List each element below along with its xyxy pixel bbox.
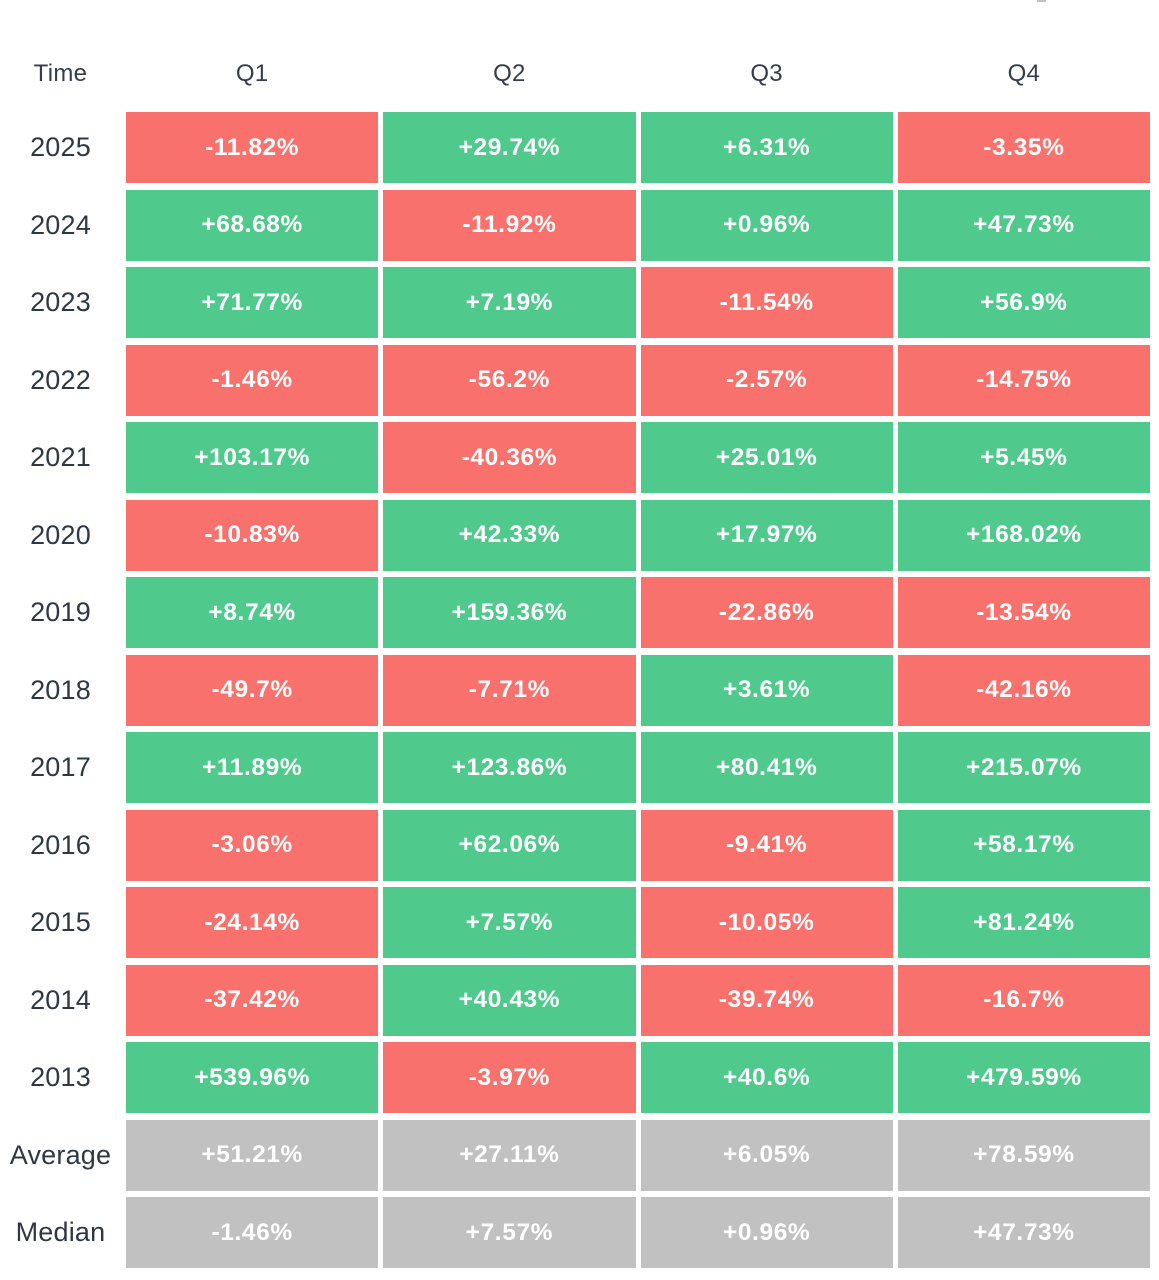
table-row-2020: 2020 -10.83% +42.33% +17.97% +168.02% bbox=[0, 499, 1150, 571]
return-cell: +25.01% bbox=[640, 422, 893, 493]
return-cell: +40.43% bbox=[383, 964, 636, 1036]
return-cell: +103.17% bbox=[126, 422, 379, 493]
header-q3-label: Q3 bbox=[750, 60, 783, 87]
return-cell: -40.36% bbox=[383, 422, 636, 493]
return-cell: -11.92% bbox=[383, 189, 636, 261]
return-cell: +3.61% bbox=[640, 654, 893, 726]
return-cell: -56.2% bbox=[383, 344, 636, 416]
return-cell: -37.42% bbox=[126, 964, 379, 1036]
row-label: 2014 bbox=[30, 984, 91, 1015]
return-cell: -49.7% bbox=[126, 654, 379, 726]
return-cell: +81.24% bbox=[897, 887, 1150, 958]
return-cell: +27.11% bbox=[383, 1119, 636, 1191]
return-cell: -10.83% bbox=[126, 499, 379, 571]
table-body: 2025 -11.82% +29.74% +6.31% -3.35% 2024 +68.68… bbox=[0, 112, 1150, 1268]
row-label: 2013 bbox=[30, 1062, 91, 1092]
return-cell: +7.57% bbox=[383, 887, 636, 958]
table-row-2018: 2018 -49.7% -7.71% +3.61% -42.16% bbox=[0, 654, 1150, 726]
return-cell: -9.41% bbox=[640, 809, 893, 881]
row-label: 2015 bbox=[30, 907, 91, 937]
table-row-2021: 2021 +103.17% -40.36% +25.01% +5.45% bbox=[0, 422, 1150, 493]
table-row-2016: 2016 -3.06% +62.06% -9.41% +58.17% bbox=[0, 809, 1150, 881]
return-cell: +215.07% bbox=[897, 732, 1150, 803]
return-cell: -1.46% bbox=[126, 1197, 379, 1268]
return-cell: -7.71% bbox=[383, 654, 636, 726]
return-cell: -11.82% bbox=[126, 112, 379, 183]
table-row-2019: 2019 +8.74% +159.36% -22.86% -13.54% bbox=[0, 577, 1150, 648]
cutoff-scroll-artifact bbox=[1037, 0, 1046, 2]
return-cell: -13.54% bbox=[897, 577, 1150, 648]
quarterly-returns-table: Time Q1 Q2 Q3 Q4 2025 -11.82% +29.74% +6.31… bbox=[0, 60, 1159, 1275]
table-row-median: Median -1.46% +7.57% +0.96% +47.73% bbox=[0, 1197, 1150, 1268]
return-cell: -14.75% bbox=[897, 344, 1150, 416]
row-label: 2021 bbox=[30, 442, 91, 472]
table-row-2015: 2015 -24.14% +7.57% -10.05% +81.24% bbox=[0, 887, 1150, 958]
return-cell: +71.77% bbox=[126, 267, 379, 338]
row-label: 2022 bbox=[30, 364, 91, 395]
row-label: 2017 bbox=[30, 752, 91, 782]
return-cell: +47.73% bbox=[897, 1197, 1150, 1268]
return-cell: +56.9% bbox=[897, 267, 1150, 338]
row-label: Average bbox=[9, 1139, 112, 1170]
table-row-2022: 2022 -1.46% -56.2% -2.57% -14.75% bbox=[0, 344, 1150, 416]
return-cell: +0.96% bbox=[640, 189, 893, 261]
row-label: 2019 bbox=[30, 597, 91, 627]
table-row-2013: 2013 +539.96% -3.97% +40.6% +479.59% bbox=[0, 1042, 1150, 1113]
return-cell: -39.74% bbox=[640, 964, 893, 1036]
table-row-2024: 2024 +68.68% -11.92% +0.96% +47.73% bbox=[0, 189, 1150, 261]
return-cell: +7.19% bbox=[383, 267, 636, 338]
table-row-2023: 2023 +71.77% +7.19% -11.54% +56.9% bbox=[0, 267, 1150, 338]
table-row-2014: 2014 -37.42% +40.43% -39.74% -16.7% bbox=[0, 964, 1150, 1036]
return-cell: -22.86% bbox=[640, 577, 893, 648]
return-cell: +11.89% bbox=[126, 732, 379, 803]
row-label: 2016 bbox=[30, 829, 91, 860]
table-row-2017: 2017 +11.89% +123.86% +80.41% +215.07% bbox=[0, 732, 1150, 803]
return-cell: +51.21% bbox=[126, 1119, 379, 1191]
return-cell: +123.86% bbox=[383, 732, 636, 803]
row-label: 2018 bbox=[30, 674, 91, 705]
return-cell: +42.33% bbox=[383, 499, 636, 571]
return-cell: +168.02% bbox=[897, 499, 1150, 571]
return-cell: +58.17% bbox=[897, 809, 1150, 881]
return-cell: -1.46% bbox=[126, 344, 379, 416]
return-cell: +17.97% bbox=[640, 499, 893, 571]
return-cell: +78.59% bbox=[897, 1119, 1150, 1191]
row-label: 2020 bbox=[30, 519, 91, 550]
return-cell: +8.74% bbox=[126, 577, 379, 648]
header-q4-label: Q4 bbox=[1007, 60, 1041, 87]
header-q2-label: Q2 bbox=[493, 60, 526, 87]
return-cell: -2.57% bbox=[640, 344, 893, 416]
return-cell: +68.68% bbox=[126, 189, 379, 261]
row-label: 2024 bbox=[30, 209, 91, 240]
return-cell: +159.36% bbox=[383, 577, 636, 648]
return-cell: -3.06% bbox=[126, 809, 379, 881]
row-label: Median bbox=[15, 1217, 106, 1247]
table-row-average: Average +51.21% +27.11% +6.05% +78.59% bbox=[0, 1119, 1150, 1191]
return-cell: +0.96% bbox=[640, 1197, 893, 1268]
return-cell: +40.6% bbox=[640, 1042, 893, 1113]
return-cell: +5.45% bbox=[897, 422, 1150, 493]
return-cell: +7.57% bbox=[383, 1197, 636, 1268]
return-cell: -16.7% bbox=[897, 964, 1150, 1036]
header-time-label: Time bbox=[33, 60, 88, 87]
return-cell: -42.16% bbox=[897, 654, 1150, 726]
return-cell: +6.05% bbox=[640, 1119, 893, 1191]
return-cell: +47.73% bbox=[897, 189, 1150, 261]
row-label: 2025 bbox=[30, 132, 91, 162]
return-cell: +539.96% bbox=[126, 1042, 379, 1113]
return-cell: +479.59% bbox=[897, 1042, 1150, 1113]
header-q1-label: Q1 bbox=[235, 60, 269, 87]
return-cell: -11.54% bbox=[640, 267, 893, 338]
table-header-row: Time Q1 Q2 Q3 Q4 bbox=[0, 60, 1150, 87]
return-cell: -3.97% bbox=[383, 1042, 636, 1113]
table-row-2025: 2025 -11.82% +29.74% +6.31% -3.35% bbox=[0, 112, 1150, 183]
return-cell: +80.41% bbox=[640, 732, 893, 803]
return-cell: +62.06% bbox=[383, 809, 636, 881]
return-cell: -10.05% bbox=[640, 887, 893, 958]
return-cell: +6.31% bbox=[640, 112, 893, 183]
return-cell: +29.74% bbox=[383, 112, 636, 183]
return-cell: -24.14% bbox=[126, 887, 379, 958]
row-label: 2023 bbox=[30, 287, 91, 317]
return-cell: -3.35% bbox=[897, 112, 1150, 183]
